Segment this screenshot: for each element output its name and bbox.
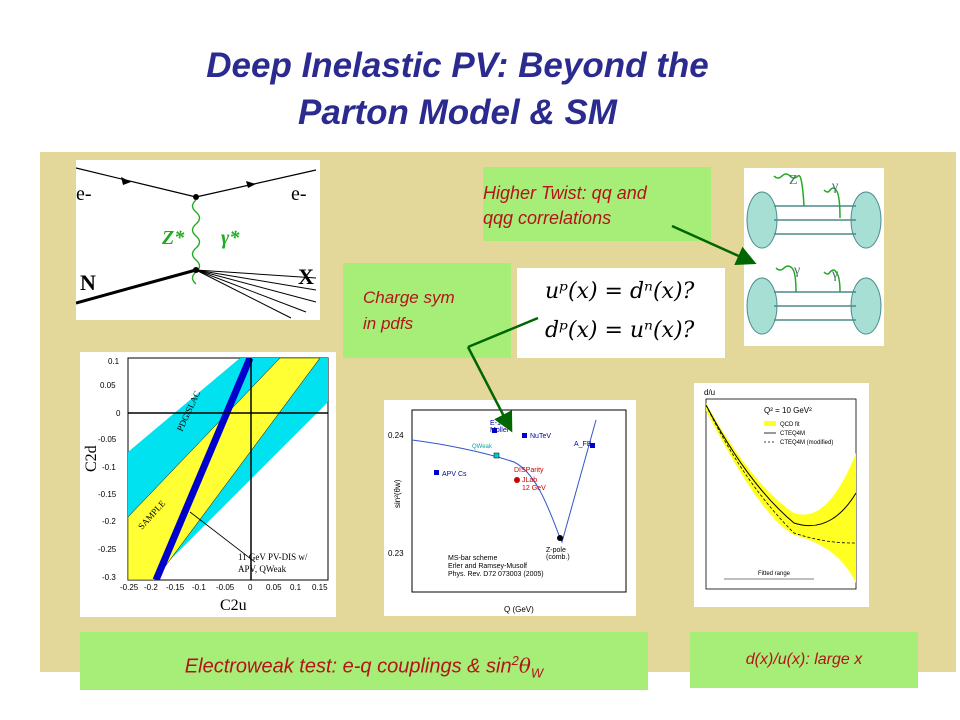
sin2-label-disparity: DISParity: [514, 467, 544, 474]
electroweak-exp: 2: [511, 653, 519, 668]
equation-1: uᵖ(x) = dⁿ(x)?: [545, 279, 695, 304]
c2-ytick-7: -0.25: [98, 545, 117, 554]
c2-xtick-4: -0.05: [216, 583, 235, 592]
sin2-label-12gev: 12 GeV: [522, 485, 546, 492]
c2-ytick-6: -0.2: [102, 517, 116, 526]
electroweak-theta: θ: [518, 653, 531, 678]
label-gamma: γ*: [221, 227, 240, 249]
sin2-label-jlab: JLab: [522, 477, 537, 484]
higher-twist-line-2: qqg correlations: [483, 208, 612, 228]
charge-sym-line-1: Charge sym: [363, 288, 455, 307]
ht-top-z: Z: [789, 173, 798, 188]
ht-top-gamma: γ: [831, 179, 838, 194]
c2-ytick-3: -0.05: [98, 435, 117, 444]
sin2-scheme-1: MS-bar scheme: [448, 555, 498, 562]
higher-twist-svg: Z γ γ γ: [746, 173, 882, 335]
c2-annot-1: 11 GeV PV-DIS w/: [238, 552, 308, 562]
sin2-scheme-3: Phys. Rev. D72 073003 (2005): [448, 571, 544, 578]
higher-twist-diagram: Z γ γ γ: [744, 168, 884, 346]
c2-xtick-1: -0.2: [144, 583, 158, 592]
higher-twist-line-1: Higher Twist: qq and: [483, 183, 647, 203]
sin2-label-zpole: Z-pole: [546, 547, 566, 554]
c2-xtick-3: -0.1: [192, 583, 206, 592]
ht-bottom-gamma-2: γ: [831, 267, 838, 282]
c2-ytick-2: 0: [116, 409, 121, 418]
charge-sym-line-2: in pdfs: [363, 314, 414, 333]
equation-2: dᵖ(x) = uⁿ(x)?: [545, 318, 695, 343]
sin2-label-qweak: QWeak: [472, 444, 493, 450]
c2-xlabel: C2u: [220, 597, 247, 614]
label-e-in: e-: [76, 183, 92, 205]
label-z: Z*: [161, 227, 185, 249]
sin2-label-comb: (comb.): [546, 554, 570, 561]
du-ylabel: d/u: [704, 388, 715, 397]
electroweak-sub: W: [530, 665, 544, 681]
c2-xtick-7: 0.1: [290, 583, 302, 592]
ht-bottom-gamma-1: γ: [793, 263, 800, 278]
sin2-label-e158: E-158: [490, 420, 509, 427]
c2-ytick-0: 0.1: [108, 357, 120, 366]
dux-text: d(x)/u(x): large x: [745, 651, 863, 668]
equations-box: [517, 268, 725, 358]
c2-xtick-8: 0.15: [312, 583, 328, 592]
charge-sym-note: Charge sym in pdfs: [343, 263, 511, 358]
du-range-label: Fitted range: [758, 571, 791, 577]
feynman-diagram: e- e- Z* γ* N X: [75, 160, 320, 320]
du-plot-svg: d/u Q² = 10 GeV² QCD fit CTEQ4M CTEQ4M (…: [704, 388, 857, 590]
sin2-label-nutev: NuTeV: [530, 433, 551, 440]
sin2-ytick-top: 0.24: [388, 431, 404, 440]
sin2-ylabel: sin²(θw): [393, 479, 402, 508]
c2-ylabel: C2d: [83, 445, 100, 472]
du-legend-qcd: QCD fit: [780, 422, 800, 428]
sin2-label-afb: A_FB: [574, 441, 592, 448]
du-plot: d/u Q² = 10 GeV² QCD fit CTEQ4M CTEQ4M (…: [694, 383, 869, 607]
c2-ytick-4: -0.1: [102, 463, 116, 472]
c2-ytick-1: 0.05: [100, 381, 116, 390]
c2-xtick-2: -0.15: [166, 583, 185, 592]
sin2-label-apv: APV Cs: [442, 471, 467, 478]
c2-annot-2: APV, QWeak: [238, 564, 287, 574]
c2-xtick-0: -0.25: [120, 583, 139, 592]
du-legend-cteq4m-mod: CTEQ4M (modified): [780, 440, 833, 446]
title-line-1: Deep Inelastic PV: Beyond the: [206, 46, 709, 85]
electroweak-note: Electroweak test: e-q couplings & sin2θW: [80, 632, 648, 690]
c2-plot-svg: 0.1 0.05 0 -0.05 -0.1 -0.15 -0.2 -0.25 -…: [83, 357, 329, 614]
dux-note: d(x)/u(x): large x: [690, 632, 918, 688]
c2-xtick-5: 0: [248, 583, 253, 592]
c2-xtick-6: 0.05: [266, 583, 282, 592]
label-nucleon: N: [80, 270, 96, 295]
slide-title: Deep Inelastic PV: Beyond the Parton Mod…: [0, 42, 915, 136]
feynman-svg: e- e- Z* γ* N X: [75, 167, 317, 319]
sin2-xlabel: Q (GeV): [504, 605, 534, 614]
du-q2: Q² = 10 GeV²: [764, 406, 812, 415]
sin2-plot: 0.24 0.23 sin²(θw) Q (GeV) E-158 Moller …: [384, 400, 636, 616]
du-legend-cteq4m: CTEQ4M: [780, 431, 805, 437]
sin2-plot-svg: 0.24 0.23 sin²(θw) Q (GeV) E-158 Moller …: [388, 409, 627, 614]
sin2-scheme-2: Erler and Ramsey-Musolf: [448, 563, 527, 570]
c2-ytick-5: -0.15: [98, 490, 117, 499]
sin2-ytick-bottom: 0.23: [388, 549, 404, 558]
label-e-out: e-: [291, 183, 307, 205]
title-line-2: Parton Model & SM: [298, 93, 617, 132]
electroweak-text: Electroweak test: e-q couplings & sin: [184, 655, 512, 678]
c2-plot: 0.1 0.05 0 -0.05 -0.1 -0.15 -0.2 -0.25 -…: [80, 352, 336, 617]
c2-ytick-8: -0.3: [102, 573, 116, 582]
sin2-label-moller: Moller: [490, 427, 510, 434]
label-x: X: [298, 264, 314, 289]
higher-twist-note: Higher Twist: qq and qqg correlations: [483, 167, 711, 241]
